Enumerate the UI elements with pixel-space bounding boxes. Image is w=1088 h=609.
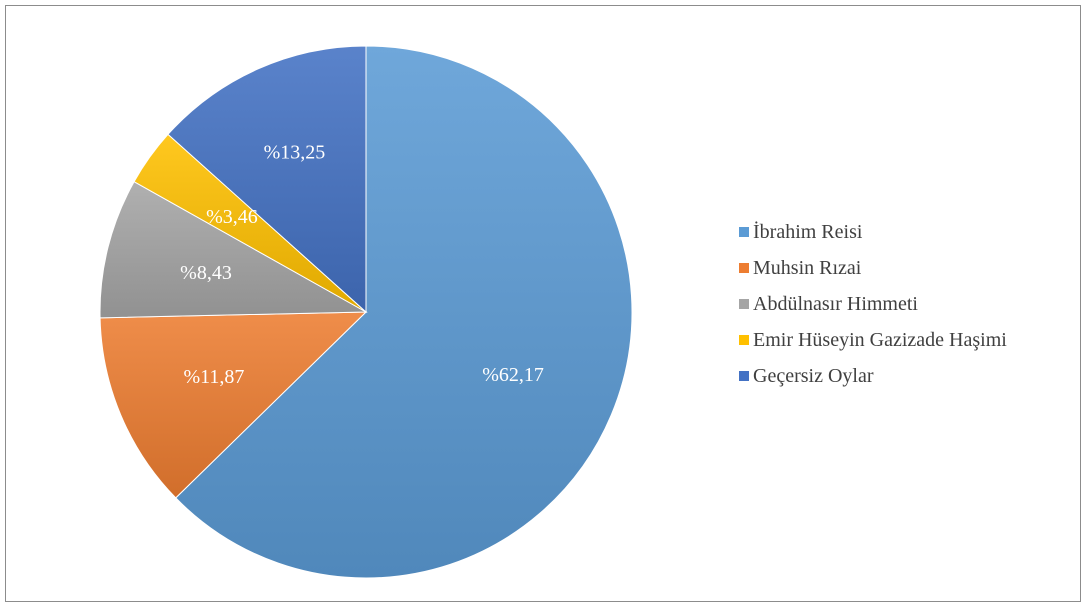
legend-item-muhsin-rizai: Muhsin Rızai [739,250,1007,286]
slice-data-label: %8,43 [180,262,232,284]
slice-data-label: %62,17 [482,364,544,386]
chart-area: %62,17 %11,87 %8,43 %3,46 %13,25 İbrahim Rei… [5,5,1081,602]
pie-data-labels: %62,17 %11,87 %8,43 %3,46 %13,25 [180,142,544,388]
pie-slice [99,180,368,319]
legend-label: Geçersiz Oylar [753,364,874,387]
legend-item-abdulnasir-himmeti: Abdülnasır Himmeti [739,286,1007,322]
legend-swatch [739,371,749,381]
pie-slice [99,311,368,499]
pie-slice [167,45,367,314]
legend-item-emir-huseyin-gazizade-hasimi: Emir Hüseyin Gazizade Haşimi [739,322,1007,358]
slice-data-label: %3,46 [206,206,258,228]
legend: İbrahim Reisi Muhsin Rızai Abdülnasır Hi… [739,214,1007,394]
legend-label: Emir Hüseyin Gazizade Haşimi [753,328,1007,351]
legend-label: Muhsin Rızai [753,256,862,279]
pie-slices [99,45,633,579]
legend-swatch [739,263,749,273]
legend-item-gecersiz-oylar: Geçersiz Oylar [739,358,1007,394]
legend-swatch [739,227,749,237]
slice-data-label: %13,25 [264,142,326,164]
legend-item-ibrahim-reisi: İbrahim Reisi [739,214,1007,250]
legend-swatch [739,299,749,309]
slice-data-label: %11,87 [183,366,244,388]
legend-label: İbrahim Reisi [753,220,863,243]
legend-label: Abdülnasır Himmeti [753,292,918,315]
pie-chart: %62,17 %11,87 %8,43 %3,46 %13,25 [99,45,633,579]
legend-swatch [739,335,749,345]
pie-slice [175,45,633,579]
